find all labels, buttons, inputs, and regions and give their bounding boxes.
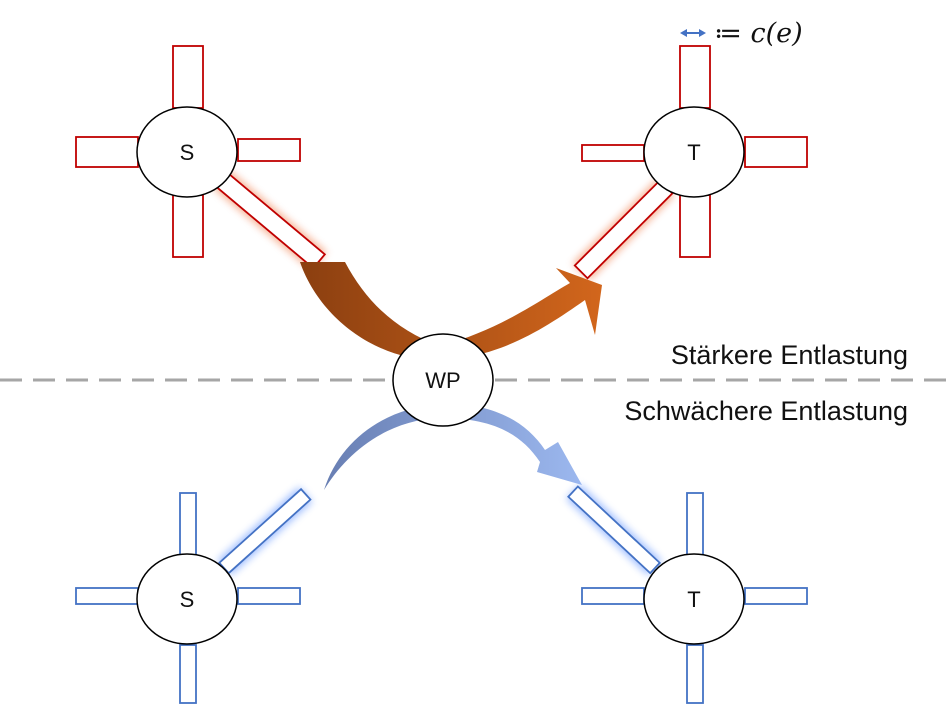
edge-bottom-source-right — [238, 588, 300, 604]
edge-top-source-up — [173, 46, 203, 108]
edge-bottom-source-up — [180, 493, 196, 555]
edge-bottom-target-right — [745, 588, 807, 604]
edge-top-source-down — [173, 195, 203, 257]
node-top-source-label: S — [180, 140, 195, 165]
edge-top-target-down — [680, 195, 710, 257]
legend: ≔ c(e) — [680, 18, 803, 49]
label-stronger-relief: Stärkere Entlastung — [671, 340, 908, 370]
label-weaker-relief: Schwächere Entlastung — [624, 396, 908, 426]
edge-top-source-right — [238, 139, 300, 161]
double-arrow-icon — [680, 29, 706, 37]
node-center-wp-label: WP — [425, 368, 460, 393]
top-source-highlighted-edge — [213, 170, 326, 271]
node-bottom-target-label: T — [687, 587, 700, 612]
edge-bottom-source-down — [180, 645, 196, 703]
node-bottom-source-label: S — [180, 587, 195, 612]
node-top-target-label: T — [687, 140, 700, 165]
edge-top-source-left — [76, 137, 138, 167]
edge-top-target-left — [582, 145, 644, 161]
edge-bottom-target-down — [687, 645, 703, 703]
edge-top-target-up — [680, 46, 710, 108]
edge-bottom-source-left — [76, 588, 138, 604]
edge-bottom-target-up — [687, 493, 703, 555]
bottom-source-highlighted-edge — [217, 487, 312, 575]
top-target-highlighted-edge — [573, 179, 675, 281]
edge-top-target-right — [745, 137, 807, 167]
edge-bottom-target-left — [582, 588, 644, 604]
bottom-target-highlighted-edge — [566, 484, 662, 575]
legend-definition: ≔ c(e) — [714, 18, 803, 49]
